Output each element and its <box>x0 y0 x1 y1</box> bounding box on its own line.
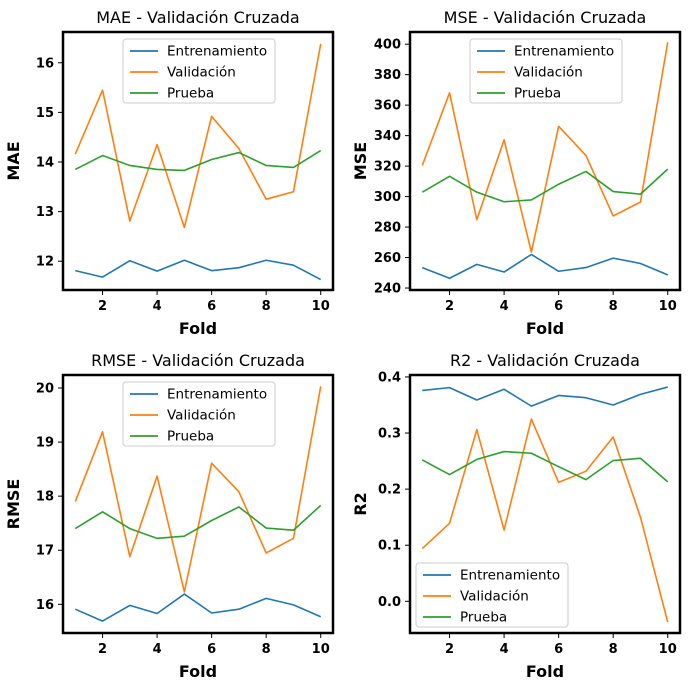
x-axis-label: Fold <box>179 319 217 338</box>
series-line-train <box>421 253 669 280</box>
y-tick-label: 13 <box>36 205 54 220</box>
y-tick-label: 16 <box>36 598 54 613</box>
x-tick-label: 10 <box>659 299 677 314</box>
legend-label: Entrenamiento <box>167 387 267 403</box>
x-tick-label: 2 <box>98 299 107 314</box>
series-line-train <box>422 386 668 407</box>
chart-panel-2: MSE - Validación Cruzada 2 4 6 8 10 240 260 280 3… <box>351 8 682 338</box>
chart-title: R2 - Validación Cruzada <box>450 351 640 370</box>
y-tick-label: 340 <box>374 129 401 144</box>
y-tick-label: 360 <box>374 99 401 114</box>
x-tick-label: 6 <box>554 299 563 314</box>
x-axis-label: Fold <box>526 319 564 338</box>
x-tick-label: 8 <box>609 299 618 314</box>
x-tick-label: 6 <box>207 642 216 657</box>
y-tick-label: 16 <box>36 56 54 71</box>
legend: Entrenamiento Validación Prueba <box>469 38 623 104</box>
y-tick-label: 280 <box>374 221 401 236</box>
series-line-test <box>421 450 669 483</box>
x-tick-label: 10 <box>659 642 677 657</box>
legend-box <box>415 562 569 628</box>
y-tick-label: 0.1 <box>378 539 401 554</box>
series-line-test <box>74 504 322 540</box>
y-tick-label: 12 <box>36 255 54 270</box>
y-tick-label: 0.4 <box>378 370 401 385</box>
legend: Entrenamiento Validación Prueba <box>122 381 276 447</box>
x-tick-label: 8 <box>262 642 271 657</box>
legend-box <box>469 38 623 104</box>
chart-panel-4: R2 - Validación Cruzada 2 4 6 8 10 0.0 0.1 0.2 0.… <box>351 351 682 681</box>
y-axis-label: R2 <box>351 492 370 515</box>
x-tick-label: 2 <box>445 642 454 657</box>
y-tick-label: 0.0 <box>378 595 401 610</box>
y-tick-label: 400 <box>374 38 401 53</box>
axes-frame <box>408 373 682 635</box>
y-tick-label: 240 <box>374 282 401 297</box>
y-tick-label: 20 <box>36 381 54 396</box>
series-line-validation <box>74 43 322 229</box>
series-line-validation <box>421 418 669 623</box>
x-tick-label: 2 <box>98 642 107 657</box>
chart-title: MAE - Validación Cruzada <box>96 8 299 27</box>
y-tick-label: 17 <box>36 544 54 559</box>
x-tick-label: 8 <box>262 299 271 314</box>
axes-frame <box>61 373 335 635</box>
legend-label: Prueba <box>460 610 507 626</box>
x-axis-label: Fold <box>526 662 564 681</box>
legend-label: Entrenamiento <box>460 568 560 584</box>
legend-label: Validación <box>167 408 236 424</box>
x-tick-label: 2 <box>445 299 454 314</box>
x-tick-label: 6 <box>554 642 563 657</box>
legend-label: Prueba <box>514 86 561 102</box>
axes-frame <box>61 30 335 292</box>
x-tick-label: 4 <box>500 299 509 314</box>
x-tick-label: 6 <box>207 299 216 314</box>
legend-box <box>122 38 276 104</box>
x-axis-label: Fold <box>179 662 217 681</box>
legend-label: Validación <box>167 65 236 81</box>
y-tick-label: 19 <box>36 436 54 451</box>
x-tick-label: 8 <box>609 642 618 657</box>
y-axis-label: MSE <box>351 142 370 180</box>
y-tick-label: 18 <box>36 490 54 505</box>
y-tick-label: 260 <box>374 251 401 266</box>
chart-panel-1: MAE - Validación Cruzada 2 4 6 8 10 12 13 14 15 16… <box>4 8 335 338</box>
x-tick-label: 4 <box>153 642 162 657</box>
legend-label: Prueba <box>167 429 214 445</box>
y-axis-label: RMSE <box>4 479 23 530</box>
y-tick-label: 320 <box>374 160 401 175</box>
legend-label: Prueba <box>167 86 214 102</box>
chart-title: MSE - Validación Cruzada <box>444 8 647 27</box>
legend-label: Entrenamiento <box>514 44 614 60</box>
y-tick-label: 380 <box>374 68 401 83</box>
y-tick-label: 0.3 <box>378 427 401 442</box>
series-line-train <box>75 259 322 281</box>
x-tick-label: 4 <box>500 642 509 657</box>
y-tick-label: 300 <box>374 190 401 205</box>
x-tick-label: 10 <box>312 642 330 657</box>
legend-label: Entrenamiento <box>167 44 267 60</box>
y-tick-label: 14 <box>36 155 54 170</box>
y-axis-label: MAE <box>4 141 23 180</box>
axes-frame <box>408 30 682 292</box>
y-tick-label: 15 <box>36 106 54 121</box>
x-tick-label: 10 <box>312 299 330 314</box>
x-tick-label: 4 <box>153 299 162 314</box>
series-line-train <box>74 593 322 622</box>
series-line-test <box>74 149 322 172</box>
chart-panel-3: RMSE - Validación Cruzada 2 4 6 8 10 16 17 18 19 2… <box>4 351 335 681</box>
y-tick-label: 0.2 <box>378 483 401 498</box>
series-line-test <box>421 168 669 203</box>
legend-box <box>122 381 276 447</box>
series-line-validation <box>421 42 669 253</box>
legend: Entrenamiento Validación Prueba <box>415 562 569 628</box>
legend: Entrenamiento Validación Prueba <box>122 38 276 104</box>
legend-label: Validación <box>514 65 583 81</box>
chart-title: RMSE - Validación Cruzada <box>91 351 305 370</box>
legend-label: Validación <box>460 589 529 605</box>
